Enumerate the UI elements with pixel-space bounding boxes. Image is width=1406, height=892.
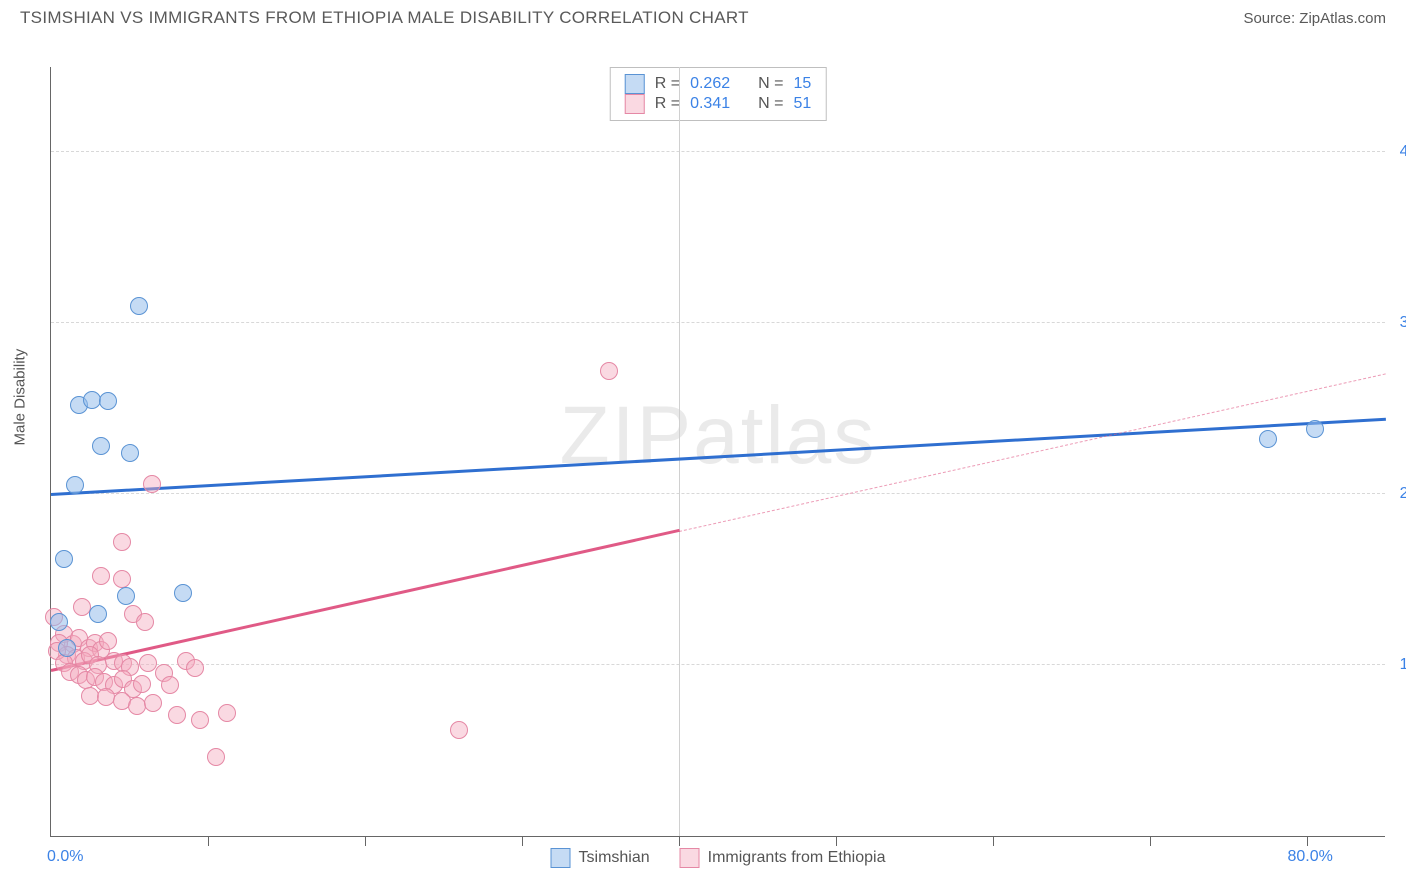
swatch-pink-icon (625, 94, 645, 114)
x-tick-label: 80.0% (1287, 848, 1332, 866)
scatter-point (1306, 420, 1324, 438)
plot-area: ZIPatlas R = 0.262 N = 15 R = 0.341 N = … (50, 67, 1385, 837)
trend-line (51, 529, 680, 672)
scatter-point (50, 613, 68, 631)
series-legend: Tsimshian Immigrants from Ethiopia (551, 848, 886, 868)
scatter-point (186, 659, 204, 677)
scatter-point (174, 584, 192, 602)
y-tick-label: 30.0% (1400, 314, 1406, 332)
scatter-point (92, 567, 110, 585)
x-tick (679, 836, 680, 846)
watermark: ZIPatlas (560, 389, 877, 483)
x-tick (836, 836, 837, 846)
scatter-point (92, 437, 110, 455)
scatter-point (130, 297, 148, 315)
scatter-point (144, 694, 162, 712)
x-tick-label: 0.0% (47, 848, 83, 866)
scatter-point (113, 570, 131, 588)
swatch-pink-icon (680, 848, 700, 868)
chart-container: Male Disability ZIPatlas R = 0.262 N = 1… (0, 32, 1406, 882)
n-value-2: 51 (793, 95, 811, 113)
scatter-point (66, 476, 84, 494)
legend-item-1: Tsimshian (551, 848, 650, 868)
scatter-point (136, 613, 154, 631)
swatch-blue-icon (625, 74, 645, 94)
scatter-point (168, 706, 186, 724)
trend-line (51, 417, 1386, 495)
gridline-h (51, 151, 1385, 152)
scatter-point (600, 362, 618, 380)
scatter-point (99, 632, 117, 650)
y-tick-label: 20.0% (1400, 485, 1406, 503)
scatter-point (58, 639, 76, 657)
legend-item-2: Immigrants from Ethiopia (680, 848, 886, 868)
x-tick (208, 836, 209, 846)
scatter-point (218, 704, 236, 722)
gridline-v (679, 67, 680, 836)
n-label-2: N = (758, 95, 783, 113)
scatter-point (121, 444, 139, 462)
r-label: R = (655, 75, 680, 93)
chart-title: TSIMSHIAN VS IMMIGRANTS FROM ETHIOPIA MA… (20, 8, 749, 28)
r-value-2: 0.341 (690, 95, 730, 113)
legend-label-2: Immigrants from Ethiopia (708, 849, 886, 867)
scatter-point (207, 748, 225, 766)
y-tick-label: 40.0% (1400, 143, 1406, 161)
scatter-point (161, 676, 179, 694)
scatter-point (450, 721, 468, 739)
scatter-point (89, 605, 107, 623)
x-tick (522, 836, 523, 846)
scatter-point (191, 711, 209, 729)
y-tick-label: 10.0% (1400, 656, 1406, 674)
source-label: Source: ZipAtlas.com (1243, 10, 1386, 27)
r-value-1: 0.262 (690, 75, 730, 93)
x-tick (365, 836, 366, 846)
gridline-h (51, 322, 1385, 323)
r-label-2: R = (655, 95, 680, 113)
stats-row-1: R = 0.262 N = 15 (625, 74, 812, 94)
scatter-point (55, 550, 73, 568)
x-tick (1307, 836, 1308, 846)
scatter-point (143, 475, 161, 493)
gridline-h (51, 664, 1385, 665)
x-tick (993, 836, 994, 846)
n-label: N = (758, 75, 783, 93)
scatter-point (117, 587, 135, 605)
legend-label-1: Tsimshian (579, 849, 650, 867)
stats-row-2: R = 0.341 N = 51 (625, 94, 812, 114)
scatter-point (99, 392, 117, 410)
stats-legend: R = 0.262 N = 15 R = 0.341 N = 51 (610, 67, 827, 121)
scatter-point (113, 533, 131, 551)
x-tick (1150, 836, 1151, 846)
gridline-h (51, 493, 1385, 494)
y-axis-title: Male Disability (12, 349, 29, 446)
swatch-blue-icon (551, 848, 571, 868)
scatter-point (1259, 430, 1277, 448)
n-value-1: 15 (793, 75, 811, 93)
scatter-point (133, 675, 151, 693)
